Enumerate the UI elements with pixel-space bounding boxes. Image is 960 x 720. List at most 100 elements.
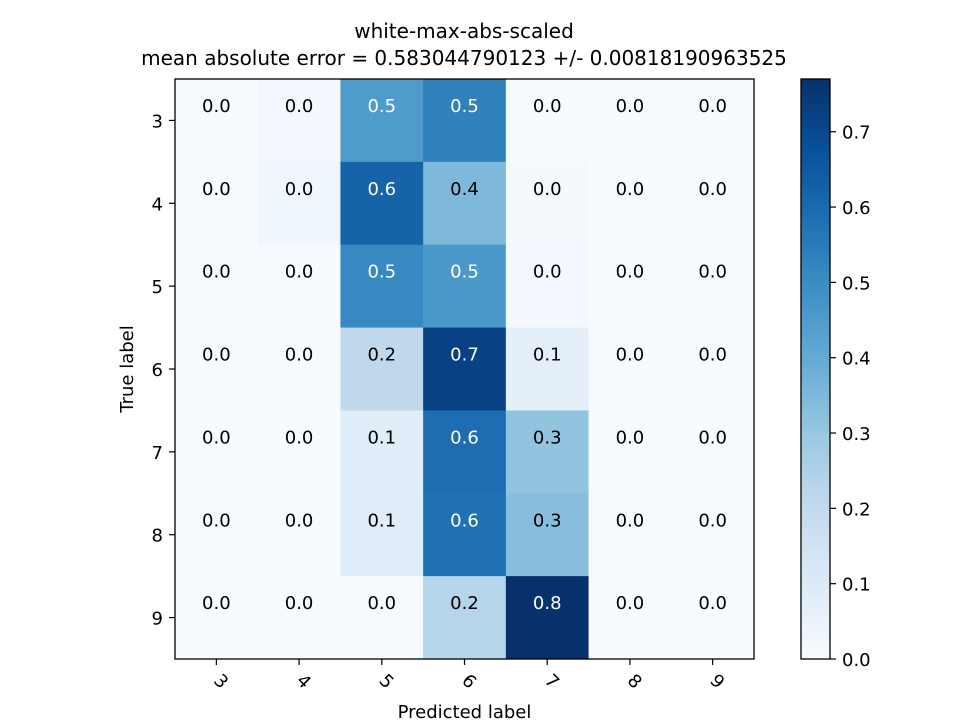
cell-value-label: 0.0 xyxy=(285,593,314,614)
y-tick-label: 5 xyxy=(152,277,163,298)
cell-value-label: 0.0 xyxy=(533,96,562,117)
colorbar-tick-label: 0.5 xyxy=(842,273,871,294)
heatmap-cell xyxy=(257,410,341,494)
cell-value-label: 0.2 xyxy=(367,345,396,366)
cell-value-label: 0.0 xyxy=(698,262,727,283)
heatmap-cell-labels: 0.0 0.0 0.5 0.5 0.0 0.0 0.0 0.0 0.0 0.6 0.4 0.0 0.0 0… xyxy=(202,96,727,614)
heatmap-cell xyxy=(175,244,259,329)
heatmap-cell xyxy=(505,244,590,329)
chart-title: white-max-abs-scaled xyxy=(354,19,574,43)
heatmap-cell xyxy=(340,576,424,660)
heatmap-cell xyxy=(588,79,672,163)
cell-value-label: 0.0 xyxy=(698,179,727,200)
chart-subtitle: mean absolute error = 0.583044790123 +/-… xyxy=(141,46,787,70)
cell-value-label: 0.4 xyxy=(450,179,479,200)
cell-value-label: 0.3 xyxy=(533,510,562,531)
heatmap-cell xyxy=(175,576,259,660)
colorbar-fill xyxy=(801,79,830,659)
cell-value-label: 0.0 xyxy=(202,593,231,614)
y-tick-label: 8 xyxy=(152,526,163,547)
cell-value-label: 0.6 xyxy=(450,510,479,531)
cell-value-label: 0.0 xyxy=(202,179,231,200)
heatmap-cell xyxy=(671,161,755,246)
colorbar-tick-label: 0.4 xyxy=(842,349,871,370)
heatmap-cell xyxy=(671,576,755,660)
heatmap-cell xyxy=(257,161,341,246)
cell-value-label: 0.0 xyxy=(698,96,727,117)
heatmap-cell xyxy=(175,327,259,411)
colorbar-ticks: 0.0 0.1 0.2 0.3 0.4 0.5 0.6 0.7 xyxy=(830,123,871,671)
cell-value-label: 0.0 xyxy=(285,179,314,200)
heatmap-cell xyxy=(423,410,507,494)
cell-value-label: 0.0 xyxy=(616,427,645,448)
cell-value-label: 0.0 xyxy=(616,96,645,117)
cell-value-label: 0.0 xyxy=(202,96,231,117)
cell-value-label: 0.1 xyxy=(367,427,396,448)
heatmap-cell xyxy=(505,327,590,411)
cell-value-label: 0.0 xyxy=(698,593,727,614)
heatmap-cell xyxy=(505,576,590,660)
x-tick-label: 5 xyxy=(375,670,398,693)
heatmap-cell xyxy=(257,493,341,577)
x-tick-label: 6 xyxy=(457,670,480,693)
heatmap-cell xyxy=(671,327,755,411)
heatmap-cell xyxy=(505,161,590,246)
cell-value-label: 0.8 xyxy=(533,593,562,614)
cell-value-label: 0.2 xyxy=(450,593,479,614)
cell-value-label: 0.0 xyxy=(616,262,645,283)
cell-value-label: 0.0 xyxy=(698,510,727,531)
heatmap-cell xyxy=(505,79,590,163)
heatmap-cell xyxy=(340,493,424,577)
y-axis-label: True label xyxy=(117,325,138,414)
cell-value-label: 0.0 xyxy=(285,262,314,283)
colorbar-tick-label: 0.6 xyxy=(842,198,871,219)
heatmap-cell xyxy=(423,161,507,246)
cell-value-label: 0.0 xyxy=(285,427,314,448)
heatmap-cell xyxy=(588,161,672,246)
cell-value-label: 0.0 xyxy=(202,262,231,283)
cell-value-label: 0.0 xyxy=(616,345,645,366)
cell-value-label: 0.0 xyxy=(367,593,396,614)
colorbar-tick-label: 0.0 xyxy=(842,650,871,671)
cell-value-label: 0.5 xyxy=(367,96,396,117)
heatmap-cell xyxy=(505,493,590,577)
cell-value-label: 0.5 xyxy=(450,96,479,117)
x-axis-ticks: 3 4 5 6 7 8 9 xyxy=(209,659,728,693)
cell-value-label: 0.0 xyxy=(533,179,562,200)
cell-value-label: 0.0 xyxy=(202,345,231,366)
heatmap-cell xyxy=(423,576,507,660)
y-tick-label: 4 xyxy=(152,194,163,215)
y-axis-ticks: 3 4 5 6 7 8 9 xyxy=(152,111,175,630)
cell-value-label: 0.0 xyxy=(285,345,314,366)
heatmap-cell xyxy=(257,576,341,660)
cell-value-label: 0.0 xyxy=(202,427,231,448)
heatmap-cell xyxy=(588,576,672,660)
x-tick-label: 9 xyxy=(706,670,729,693)
x-tick-label: 3 xyxy=(209,670,232,693)
y-tick-label: 7 xyxy=(152,443,163,464)
colorbar-frame xyxy=(800,78,831,660)
cell-value-label: 0.6 xyxy=(367,179,396,200)
heatmap-cell xyxy=(505,410,590,494)
y-tick-label: 3 xyxy=(152,111,163,132)
heatmap-cell xyxy=(588,410,672,494)
heatmap-cell xyxy=(423,493,507,577)
cell-value-label: 0.0 xyxy=(616,179,645,200)
cell-value-label: 0.0 xyxy=(698,345,727,366)
cell-value-label: 0.0 xyxy=(202,510,231,531)
cell-value-label: 0.0 xyxy=(285,510,314,531)
x-tick-label: 4 xyxy=(292,670,315,693)
y-tick-label: 9 xyxy=(152,609,163,630)
heatmap-cell xyxy=(340,79,424,163)
heatmap-cell xyxy=(175,493,259,577)
heatmap-cell xyxy=(175,161,259,246)
cell-value-label: 0.7 xyxy=(450,345,479,366)
heatmap-cell xyxy=(175,410,259,494)
cell-value-label: 0.3 xyxy=(533,427,562,448)
heatmap-cell xyxy=(671,493,755,577)
cell-value-label: 0.1 xyxy=(533,345,562,366)
x-axis-label: Predicted label xyxy=(398,702,532,720)
heatmap-cell xyxy=(257,327,341,411)
cell-value-label: 0.6 xyxy=(450,427,479,448)
